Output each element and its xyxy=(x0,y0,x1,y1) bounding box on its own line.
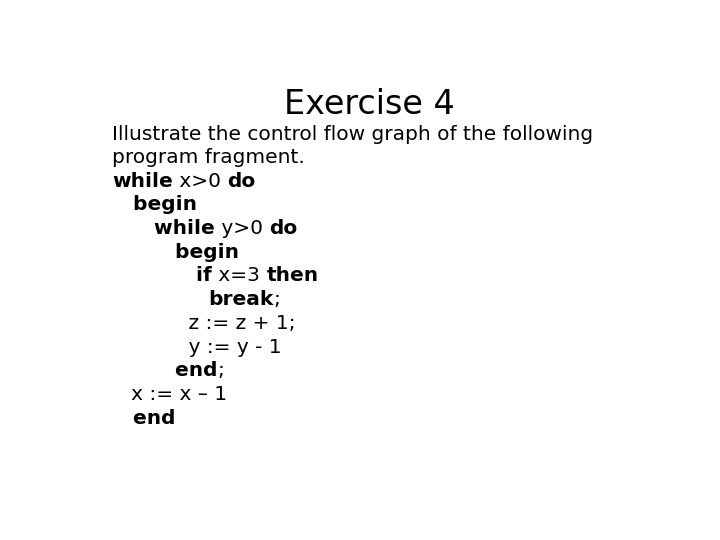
Text: end: end xyxy=(112,409,176,428)
Text: begin: begin xyxy=(112,243,239,262)
Text: break: break xyxy=(208,290,273,309)
Text: program fragment.: program fragment. xyxy=(112,148,305,167)
Text: ;: ; xyxy=(218,361,225,380)
Text: ;: ; xyxy=(273,290,280,309)
Text: x=3: x=3 xyxy=(212,266,266,286)
Text: then: then xyxy=(266,266,318,286)
Text: if: if xyxy=(112,266,212,286)
Text: do: do xyxy=(269,219,297,238)
Text: do: do xyxy=(228,172,256,191)
Text: while: while xyxy=(112,219,215,238)
Text: Exercise 4: Exercise 4 xyxy=(284,87,454,120)
Text: x>0: x>0 xyxy=(173,172,228,191)
Text: y>0: y>0 xyxy=(215,219,269,238)
Text: begin: begin xyxy=(112,195,197,214)
Text: z := z + 1;: z := z + 1; xyxy=(112,314,296,333)
Text: while: while xyxy=(112,172,173,191)
Text: end: end xyxy=(112,361,218,380)
Text: y := y - 1: y := y - 1 xyxy=(112,338,282,356)
Text: Illustrate the control flow graph of the following: Illustrate the control flow graph of the… xyxy=(112,125,593,144)
Text: x := x – 1: x := x – 1 xyxy=(112,385,228,404)
